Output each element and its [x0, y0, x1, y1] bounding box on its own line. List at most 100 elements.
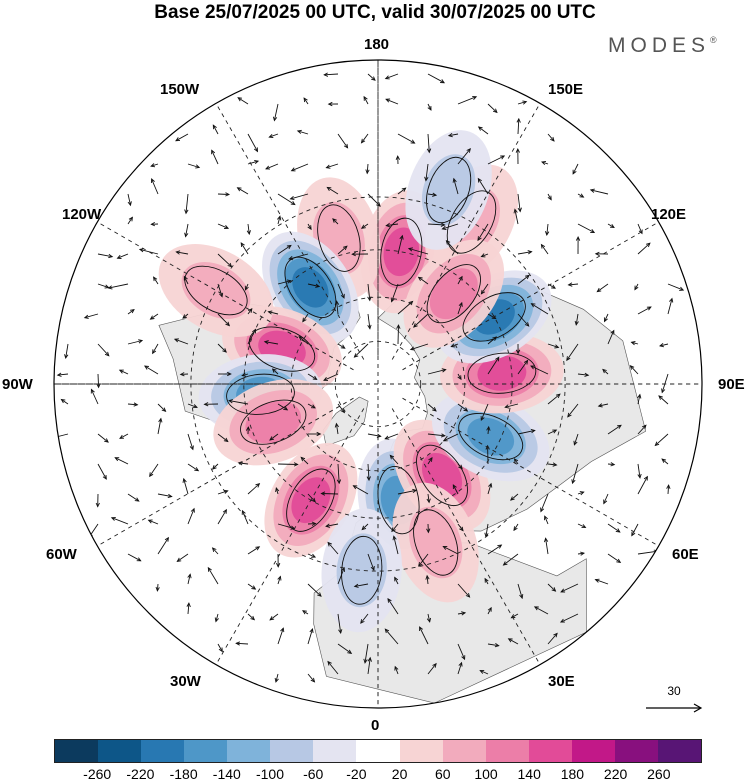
wind-arrow [607, 523, 621, 533]
anomaly-level [429, 268, 478, 320]
wind-arrow [155, 583, 160, 592]
wind-arrow [307, 283, 321, 288]
map-title: Base 25/07/2025 00 UTC, valid 30/07/2025… [154, 2, 596, 23]
wind-arrow [302, 313, 309, 323]
wind-arrow [300, 456, 309, 465]
wind-arrow [337, 643, 353, 655]
colorbar-segment [356, 740, 400, 762]
wind-arrow [107, 283, 129, 290]
colorbar-tick-label: -60 [303, 766, 324, 782]
wind-arrow [184, 223, 189, 238]
wind-arrow [277, 279, 292, 285]
wind-arrow [477, 126, 489, 135]
wind-arrow [637, 393, 642, 405]
brand-name: MODES [608, 34, 711, 57]
wind-arrow [175, 133, 189, 142]
wind-arrow [298, 336, 309, 345]
wind-arrow [637, 475, 648, 495]
wind-arrow [290, 163, 309, 172]
wind-arrow [175, 250, 189, 255]
wind-arrow [241, 372, 249, 377]
wind-arrow [442, 546, 459, 555]
wind-arrow [153, 276, 159, 285]
wind-arrow [607, 424, 622, 435]
wind-arrow [323, 72, 339, 77]
wind-arrow [214, 613, 219, 623]
wind-arrow [637, 306, 652, 315]
wind-arrow [427, 403, 437, 412]
lon-label-60e: 60E [672, 546, 699, 563]
lon-label-30e: 30E [548, 673, 575, 690]
wind-arrow [589, 188, 609, 195]
wind-arrow [127, 493, 140, 502]
colorbar-segment [55, 740, 99, 762]
colorbar-tick-label: -140 [212, 766, 241, 782]
wind-arrow [307, 628, 314, 645]
reference-arrow-icon [646, 703, 703, 713]
wind-arrow [138, 248, 159, 255]
anomaly-level [477, 355, 527, 391]
wind-arrow [394, 665, 399, 675]
wind-arrow [507, 638, 519, 645]
wind-arrow [480, 283, 489, 295]
meridian-line [402, 397, 659, 547]
wind-arrow [327, 541, 339, 555]
wind-arrow [544, 223, 550, 237]
wind-arrow [97, 433, 109, 443]
wind-arrow [367, 73, 376, 81]
wind-arrow [516, 117, 521, 135]
wind-arrow [247, 613, 256, 621]
wind-arrow [480, 253, 489, 258]
wind-arrow [397, 488, 418, 495]
wind-arrow [247, 307, 253, 315]
map-border [53, 59, 703, 709]
negative-anomaly-central-asia [432, 391, 550, 482]
wind-arrow [187, 163, 201, 169]
wind-arrow [271, 368, 279, 375]
anomaly-level [467, 417, 515, 456]
wind-arrow [127, 216, 133, 225]
wind-arrow [452, 484, 459, 495]
wind-arrow [360, 133, 369, 144]
wind-arrow [277, 627, 285, 645]
wind-arrow [597, 403, 609, 408]
lon-label-30w: 30W [170, 673, 201, 690]
wind-arrow [457, 95, 478, 105]
wind-arrow [574, 313, 579, 326]
wind-arrow [515, 343, 521, 355]
meridian-line [391, 408, 541, 665]
wind-arrow [457, 611, 467, 616]
wind-arrow [666, 484, 671, 495]
wind-arrow [277, 244, 292, 255]
wind-arrow [187, 463, 200, 472]
wind-arrow [457, 583, 471, 598]
wind-arrow [419, 626, 429, 645]
wind-arrow [577, 523, 587, 529]
wind-arrow [114, 457, 129, 465]
wind-arrow [247, 583, 257, 590]
wind-arrow [367, 656, 372, 675]
wind-arrow [275, 486, 280, 495]
wind-arrow [240, 242, 249, 255]
circulation-contour [240, 399, 307, 445]
wind-arrow [367, 313, 372, 330]
wind-arrow [217, 253, 233, 268]
wind-arrow [173, 338, 189, 345]
wind-arrow [149, 313, 159, 320]
meridian-line [402, 221, 659, 371]
wind-arrow [384, 433, 399, 440]
wind-arrow [118, 369, 129, 375]
wind-arrow [247, 483, 261, 495]
wind-arrow [56, 372, 69, 377]
wind-arrow [602, 368, 609, 375]
wind-arrow [517, 193, 522, 213]
wind-arrow [187, 507, 195, 525]
wind-arrow [303, 97, 309, 105]
wind-arrow [513, 208, 519, 225]
wind-arrow [417, 276, 429, 285]
wind-arrow [515, 147, 521, 165]
wind-arrow [517, 583, 524, 600]
lon-label-150e: 150E [548, 81, 584, 98]
wind-arrow [241, 509, 249, 525]
